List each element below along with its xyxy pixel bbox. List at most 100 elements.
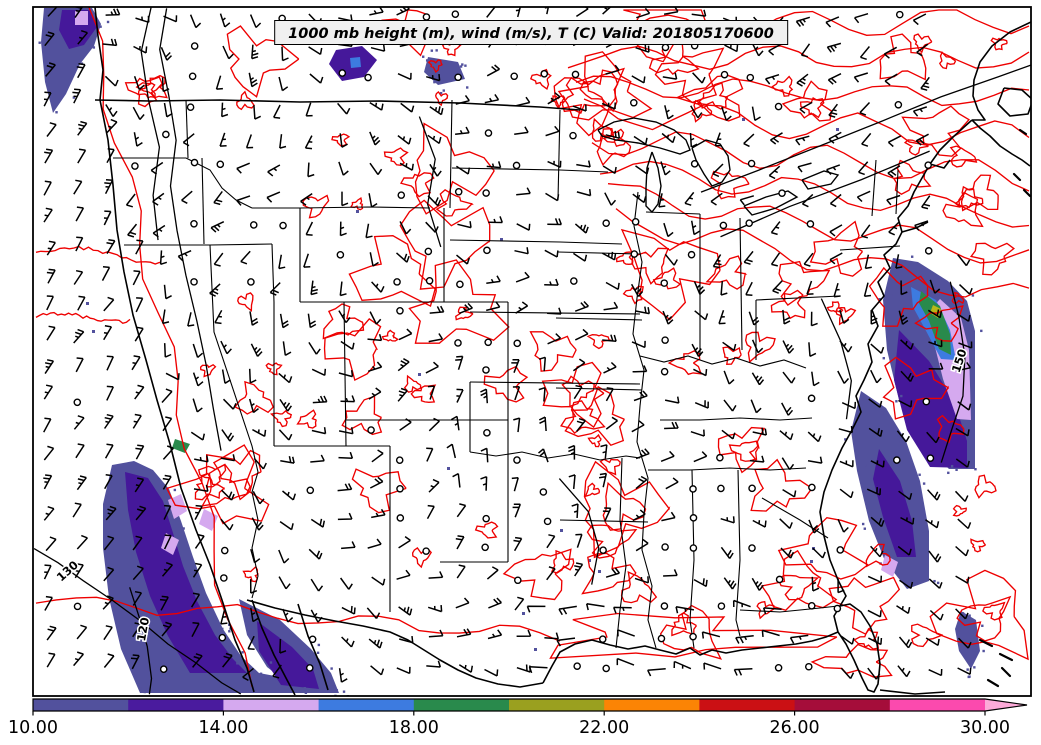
calm-circle <box>657 634 666 643</box>
calm-circle <box>422 547 430 555</box>
height-contour <box>720 150 930 238</box>
calm-circle <box>481 543 489 552</box>
coastline <box>879 689 946 695</box>
colorbar-tick-label: 18.00 <box>389 718 439 738</box>
coastline <box>972 21 1031 121</box>
calm-circle <box>338 69 347 77</box>
shade-ca-green-speck <box>172 439 190 453</box>
calm-circle <box>424 247 433 256</box>
calm-circle <box>660 602 669 610</box>
state-border <box>185 99 189 159</box>
calm-circle <box>510 72 518 81</box>
height-contour <box>558 478 600 585</box>
state-border <box>555 317 643 321</box>
great-lake <box>743 190 799 216</box>
state-border <box>645 211 701 215</box>
state-border <box>449 99 453 209</box>
island <box>1000 666 1012 678</box>
calm-circle <box>451 10 460 18</box>
calm-circle <box>807 602 816 610</box>
calm-circle <box>483 429 491 437</box>
state-border <box>739 605 839 613</box>
state-border <box>557 109 561 201</box>
axes-frame <box>32 6 1032 697</box>
calm-circle <box>924 161 932 169</box>
calm-circle <box>895 10 904 19</box>
calm-circle <box>513 339 522 348</box>
calm-circle <box>836 546 845 554</box>
calm-circle <box>661 543 669 551</box>
colorbar-segment-22-24 <box>604 699 700 711</box>
red-temperature-contours-layer <box>35 7 1030 688</box>
coastline <box>929 159 951 169</box>
calm-circle <box>774 102 783 111</box>
calm-circle <box>279 221 287 230</box>
shade-montana-speck <box>350 57 361 68</box>
calm-circle <box>922 397 931 406</box>
calm-circle <box>456 280 464 289</box>
calm-circle <box>454 339 462 347</box>
calm-circle <box>808 483 816 492</box>
state-border <box>660 417 813 421</box>
calm-circle <box>336 251 345 259</box>
calm-circle <box>689 544 698 552</box>
shade-atl-south-core <box>873 449 916 557</box>
calm-circle <box>806 220 815 228</box>
colorbar-segment-10-12 <box>33 699 129 711</box>
map-title-box: 1000 mb height (m), wind (m/s), T (C) Va… <box>274 20 788 45</box>
calm-circle <box>717 602 726 610</box>
island <box>986 678 1000 688</box>
calm-circle <box>249 221 258 229</box>
coastline <box>94 99 581 111</box>
calm-circle <box>190 219 198 228</box>
colorbar-tick-label: 10.00 <box>8 718 58 738</box>
contour-label: 120 <box>134 616 152 642</box>
calm-circle <box>218 633 227 642</box>
calm-circle <box>660 279 669 287</box>
calm-circle <box>483 246 491 255</box>
coastline <box>833 603 881 693</box>
calm-circle <box>717 484 725 493</box>
calm-circle <box>602 219 610 228</box>
calm-circle <box>425 276 434 285</box>
calm-circle <box>220 574 228 582</box>
calm-circle <box>396 306 404 315</box>
island <box>1018 128 1028 136</box>
island <box>1012 172 1022 182</box>
colorbar-tick-label: 30.00 <box>960 718 1010 738</box>
island <box>998 652 1014 662</box>
state-border <box>555 387 643 391</box>
calm-circle <box>364 73 372 82</box>
height-contour <box>700 64 1031 193</box>
state-border <box>839 245 901 251</box>
calm-circle <box>396 514 405 522</box>
state-border <box>201 157 205 245</box>
height-contour <box>940 281 966 463</box>
state-border <box>632 191 657 649</box>
calm-circle <box>720 70 729 79</box>
calm-circle <box>159 665 168 673</box>
state-border <box>469 451 641 461</box>
calm-circle <box>539 488 548 496</box>
colorbar-outline <box>32 698 1028 712</box>
calm-circle <box>748 484 756 493</box>
coastline <box>542 631 839 684</box>
state-border <box>761 497 829 539</box>
calm-circle <box>482 514 490 523</box>
colorbar-segment-26-28 <box>794 699 891 711</box>
calm-circle <box>807 394 816 403</box>
calm-circle <box>513 456 521 464</box>
calm-circle <box>512 161 521 170</box>
shade-california-core <box>125 472 247 673</box>
state-border <box>648 467 807 471</box>
calm-circle <box>573 662 581 670</box>
calm-circle <box>661 336 669 344</box>
state-border <box>735 469 741 637</box>
state-border <box>469 381 641 385</box>
state-border <box>209 244 259 599</box>
height-contour <box>129 587 153 695</box>
coastline <box>819 119 973 607</box>
calm-circle <box>894 100 903 109</box>
wind-barbs-layer <box>43 7 973 683</box>
